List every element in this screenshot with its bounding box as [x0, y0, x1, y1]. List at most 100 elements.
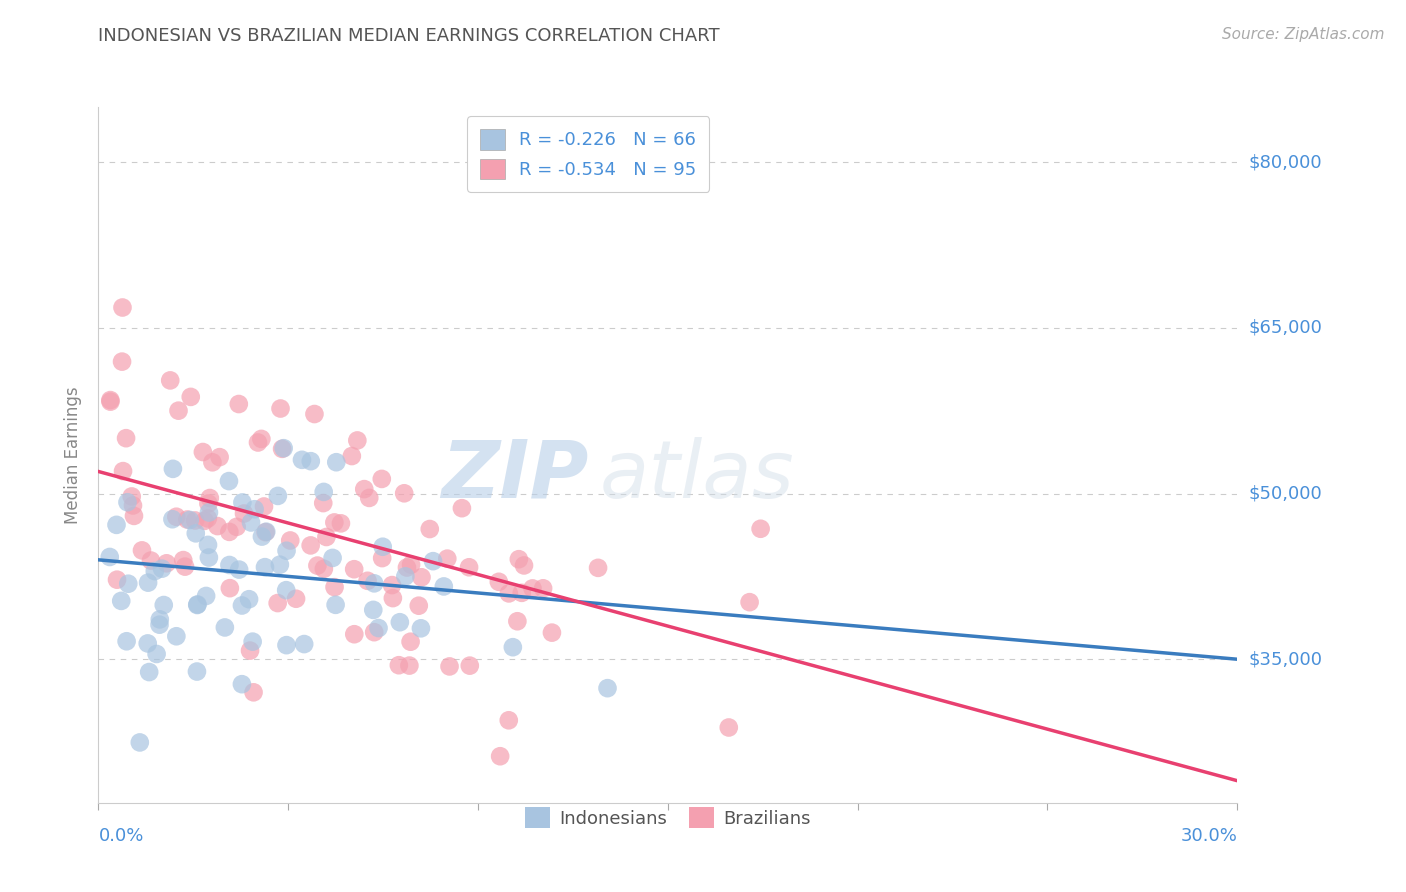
Point — [148, 617, 170, 632]
Point — [98, 393, 121, 408]
Point — [167, 403, 190, 417]
Point — [117, 576, 139, 591]
Point — [307, 558, 329, 573]
Point — [498, 586, 520, 600]
Point — [271, 442, 294, 456]
Point — [325, 598, 347, 612]
Point — [513, 558, 536, 573]
Point — [266, 596, 288, 610]
Point — [231, 677, 253, 691]
Point — [176, 512, 198, 526]
Point — [198, 550, 221, 565]
Point — [363, 576, 385, 591]
Point — [208, 450, 231, 464]
Point — [195, 589, 218, 603]
Point — [150, 562, 173, 576]
Point — [105, 573, 128, 587]
Point — [254, 525, 277, 540]
Point — [508, 552, 530, 566]
Point — [458, 560, 481, 574]
Point — [322, 550, 344, 565]
Point — [340, 449, 363, 463]
Point — [586, 561, 609, 575]
Point — [312, 484, 335, 499]
Point — [128, 735, 150, 749]
Point — [312, 496, 335, 510]
Point — [353, 482, 375, 496]
Point — [276, 583, 298, 598]
Point — [312, 562, 335, 576]
Point — [367, 621, 389, 635]
Point — [218, 474, 240, 488]
Text: INDONESIAN VS BRAZILIAN MEDIAN EARNINGS CORRELATION CHART: INDONESIAN VS BRAZILIAN MEDIAN EARNINGS … — [98, 27, 720, 45]
Point — [122, 499, 145, 513]
Point — [498, 714, 520, 728]
Point — [273, 441, 295, 455]
Point — [250, 530, 273, 544]
Point — [246, 435, 269, 450]
Text: 0.0%: 0.0% — [98, 827, 143, 845]
Point — [361, 603, 384, 617]
Point — [276, 638, 298, 652]
Point — [363, 625, 385, 640]
Point — [121, 490, 143, 504]
Point — [388, 658, 411, 673]
Point — [145, 647, 167, 661]
Point — [381, 578, 404, 592]
Point — [238, 592, 260, 607]
Point — [149, 612, 172, 626]
Point — [98, 549, 121, 564]
Point — [155, 557, 177, 571]
Point — [541, 625, 564, 640]
Point — [184, 526, 207, 541]
Point — [228, 397, 250, 411]
Point — [388, 615, 411, 630]
Point — [201, 455, 224, 469]
Point — [371, 472, 394, 486]
Point — [162, 512, 184, 526]
Point — [531, 582, 554, 596]
Point — [138, 665, 160, 679]
Point — [197, 538, 219, 552]
Point — [399, 634, 422, 648]
Point — [239, 643, 262, 657]
Point — [100, 394, 122, 409]
Point — [143, 564, 166, 578]
Point — [502, 640, 524, 655]
Point — [422, 554, 444, 568]
Point — [172, 553, 194, 567]
Point — [218, 524, 240, 539]
Point — [207, 519, 229, 533]
Point — [111, 301, 134, 315]
Point — [749, 522, 772, 536]
Text: atlas: atlas — [599, 437, 794, 515]
Point — [179, 513, 201, 527]
Point — [184, 513, 207, 527]
Point — [381, 591, 404, 606]
Point — [233, 507, 256, 521]
Point — [451, 501, 474, 516]
Point — [250, 432, 273, 446]
Point — [225, 520, 247, 534]
Point — [329, 516, 352, 531]
Point — [270, 401, 292, 416]
Point — [409, 621, 432, 635]
Point — [254, 524, 277, 539]
Point — [371, 551, 394, 566]
Point — [510, 586, 533, 600]
Point — [738, 595, 761, 609]
Point — [165, 629, 187, 643]
Point — [218, 581, 240, 595]
Point — [371, 540, 394, 554]
Point — [218, 558, 240, 572]
Point — [115, 634, 138, 648]
Point — [433, 579, 456, 593]
Point — [269, 558, 291, 572]
Point — [231, 495, 253, 509]
Point — [122, 508, 145, 523]
Point — [180, 390, 202, 404]
Point — [323, 580, 346, 594]
Text: $35,000: $35,000 — [1249, 650, 1323, 668]
Point — [110, 594, 132, 608]
Point — [304, 407, 326, 421]
